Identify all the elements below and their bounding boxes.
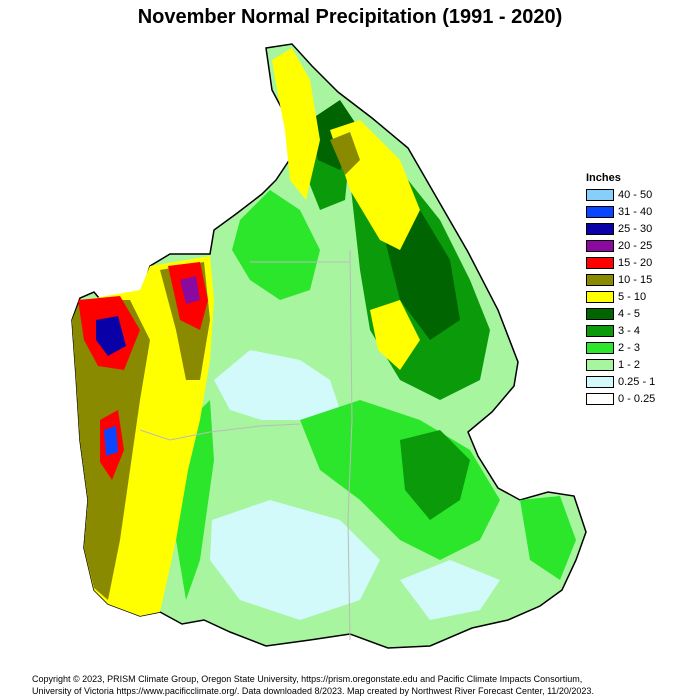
green-belt <box>232 190 320 300</box>
very-heavy-precip-zone <box>104 426 118 456</box>
state-boundary <box>347 249 353 641</box>
legend-label: 20 - 25 <box>618 239 653 252</box>
legend-swatch <box>586 222 614 235</box>
legend-label: 31 - 40 <box>618 205 653 218</box>
legend-label: 15 - 20 <box>618 256 653 269</box>
very-heavy-precip-zone <box>96 316 126 356</box>
legend-item: 20 - 25 <box>586 237 655 254</box>
legend-item: 40 - 50 <box>586 186 655 203</box>
legend-label: 10 - 15 <box>618 273 653 286</box>
legend-swatch <box>586 375 614 388</box>
legend-swatch <box>586 239 614 252</box>
legend-label: 0 - 0.25 <box>618 392 656 405</box>
copyright-text: Copyright © 2023, PRISM Climate Group, O… <box>32 673 594 697</box>
legend-label: 2 - 3 <box>618 341 641 354</box>
legend-label: 0.25 - 1 <box>618 375 656 388</box>
purple-zone <box>180 276 200 304</box>
state-boundary <box>139 423 301 441</box>
legend-item: 25 - 30 <box>586 220 655 237</box>
legend-swatch <box>586 273 614 286</box>
legend-item: 31 - 40 <box>586 203 655 220</box>
map-title: November Normal Precipitation (1991 - 20… <box>137 6 563 28</box>
northern-wet-zone <box>272 48 320 200</box>
legend-swatch <box>586 341 614 354</box>
legend-item: 15 - 20 <box>586 254 655 271</box>
legend-label: 5 - 10 <box>618 290 647 303</box>
legend-items: 40 - 50 31 - 40 25 - 30 20 - 25 15 - 20 10 - … <box>586 186 655 407</box>
legend-label: 3 - 4 <box>618 324 641 337</box>
olive-zone <box>330 132 360 175</box>
legend-label: 40 - 50 <box>618 188 653 201</box>
legend-label: 4 - 5 <box>618 307 641 320</box>
legend-swatch <box>586 392 614 405</box>
legend-item: 5 - 10 <box>586 288 655 305</box>
green-belt <box>520 496 576 580</box>
dry-plateau <box>214 350 340 420</box>
legend-item: 2 - 3 <box>586 339 655 356</box>
legend-item: 10 - 15 <box>586 271 655 288</box>
legend-item: 3 - 4 <box>586 322 655 339</box>
legend-item: 0 - 0.25 <box>586 390 655 407</box>
legend-swatch <box>586 358 614 371</box>
dry-plateau <box>210 500 380 620</box>
legend-swatch <box>586 188 614 201</box>
legend-swatch <box>586 205 614 218</box>
legend-swatch <box>586 307 614 320</box>
legend-swatch <box>586 324 614 337</box>
legend-item: 4 - 5 <box>586 305 655 322</box>
legend-label: 1 - 2 <box>618 358 641 371</box>
legend: Inches 40 - 50 31 - 40 25 - 30 20 - 25 15 - … <box>586 172 655 407</box>
copyright-line: Copyright © 2023, PRISM Climate Group, O… <box>32 674 583 684</box>
northern-wet-zone <box>370 300 420 370</box>
mountain-zone <box>400 430 470 520</box>
legend-swatch <box>586 256 614 269</box>
legend-item: 0.25 - 1 <box>586 373 655 390</box>
dry-plateau <box>400 560 500 620</box>
copyright-line: University of Victoria https://www.pacif… <box>32 686 594 696</box>
legend-swatch <box>586 290 614 303</box>
legend-item: 1 - 2 <box>586 356 655 373</box>
legend-title: Inches <box>586 172 621 184</box>
legend-label: 25 - 30 <box>618 222 653 235</box>
